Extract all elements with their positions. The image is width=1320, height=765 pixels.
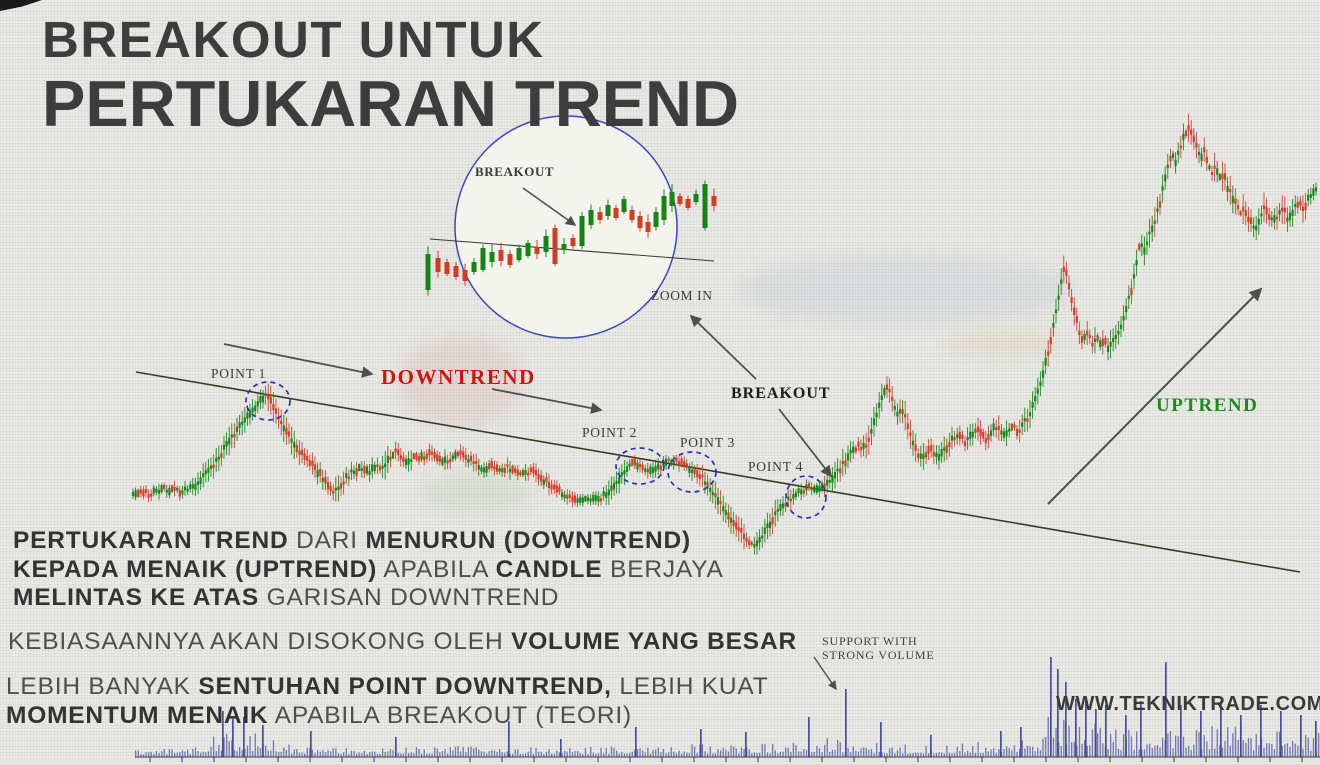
- point1-label: POINT 1: [211, 366, 267, 381]
- paragraph-line: MOMENTUM MENAIK APABILA BREAKOUT (TEORI): [6, 701, 632, 729]
- uptrend-label: UPTREND: [1156, 395, 1259, 416]
- zoom-inset-trendline: [429, 238, 715, 262]
- paragraph-line: KEPADA MENAIK (UPTREND) APABILA CANDLE B…: [13, 555, 724, 583]
- downtrend-label: DOWNTREND: [381, 365, 536, 389]
- point4-label: POINT 4: [748, 459, 804, 474]
- paragraph-line: PERTUKARAN TREND DARI MENURUN (DOWNTREND…: [13, 527, 691, 554]
- page-title: BREAKOUT UNTUK PERTUKARAN TREND: [42, 14, 739, 136]
- paragraph-volume: KEBIASAANNYA AKAN DISOKONG OLEH VOLUME Y…: [8, 628, 797, 657]
- point4-circle: [785, 475, 827, 519]
- corner-mark: [0, 0, 42, 11]
- zoom-breakout-arrow: [522, 187, 577, 226]
- paragraph-line: MELINTAS KE ATAS GARISAN DOWNTREND: [13, 584, 560, 612]
- title-line2: PERTUKARAN TREND: [42, 67, 739, 140]
- paragraph-line: KEBIASAANNYA AKAN DISOKONG OLEH VOLUME Y…: [8, 628, 797, 655]
- paragraph-line: LEBIH BANYAK SENTUHAN POINT DOWNTREND, L…: [6, 673, 769, 700]
- price-candles: [131, 113, 1318, 555]
- support-volume-label: SUPPORT WITH STRONG VOLUME: [822, 634, 935, 662]
- zoom-breakout-label: BREAKOUT: [475, 164, 555, 179]
- point-circles: [245, 381, 827, 519]
- breakout-label: BREAKOUT: [731, 385, 831, 402]
- annotation-arrows: [223, 287, 1263, 691]
- website-text: WWW.TEKNIKTRADE.COM: [1056, 693, 1320, 715]
- zoom-inset-circle: [454, 115, 678, 339]
- uptrend-arrow: [1047, 287, 1263, 505]
- paragraph-trend-reversal: PERTUKARAN TREND DARI MENURUN (DOWNTREND…: [13, 527, 724, 613]
- zoom-inset-candles: [425, 180, 717, 296]
- downtrend-line: [135, 371, 1301, 573]
- support-volume-line1: SUPPORT WITH: [822, 634, 918, 648]
- breakout-arrow: [778, 408, 833, 478]
- support-volume-line2: STRONG VOLUME: [822, 648, 935, 662]
- paragraph-momentum: LEBIH BANYAK SENTUHAN POINT DOWNTREND, L…: [6, 673, 769, 730]
- point3-circle: [667, 451, 717, 493]
- title-line1: BREAKOUT UNTUK: [42, 11, 545, 68]
- point3-label: POINT 3: [680, 435, 736, 450]
- volume-bars: [135, 657, 1320, 757]
- point2-label: POINT 2: [582, 425, 638, 440]
- downtrend-arrow-2: [491, 388, 603, 414]
- zoom-in-label: ZOOM IN: [651, 288, 713, 303]
- point1-circle: [245, 381, 291, 421]
- point2-circle: [615, 447, 665, 485]
- zoom-in-arrow: [689, 314, 757, 380]
- support-volume-arrow: [813, 656, 837, 691]
- time-axis: [135, 756, 1320, 762]
- downtrend-arrow-1: [223, 343, 374, 378]
